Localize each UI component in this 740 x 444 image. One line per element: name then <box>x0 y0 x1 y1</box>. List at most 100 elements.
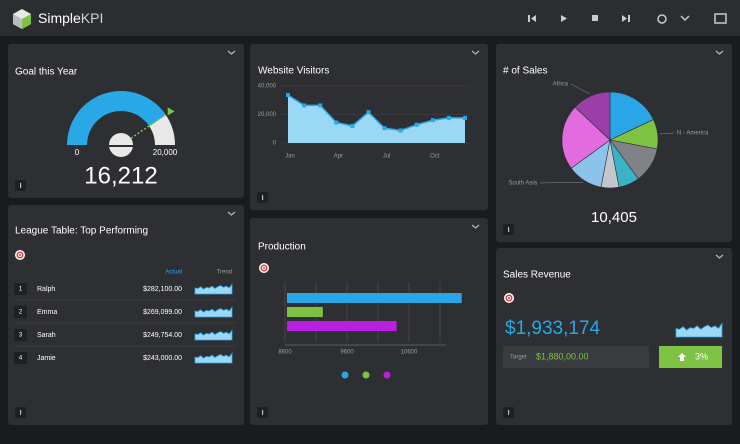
y-tick-label: 20,000 <box>258 112 277 118</box>
panel <box>8 205 244 425</box>
prev-button[interactable] <box>528 15 536 22</box>
column-header: Trend <box>217 270 232 276</box>
info-button[interactable] <box>15 407 26 418</box>
slice-label: South Asia <box>508 181 537 187</box>
sparkline <box>194 329 233 341</box>
sales-total: 10,405 <box>591 209 637 226</box>
fullscreen-button[interactable] <box>714 13 727 24</box>
point <box>414 122 419 127</box>
leader-line <box>570 83 591 95</box>
leader-line <box>539 181 584 184</box>
menu-button[interactable] <box>680 15 690 22</box>
next-button[interactable] <box>622 15 630 22</box>
line <box>287 94 465 132</box>
collapse-button[interactable] <box>471 224 480 229</box>
name: Ralph <box>37 286 55 293</box>
bar <box>287 321 397 331</box>
gauge-value: 16,212 <box>84 162 157 189</box>
info-button[interactable] <box>257 407 268 418</box>
ring <box>19 254 21 256</box>
target-icon <box>259 263 269 273</box>
bar <box>287 293 462 303</box>
info-glyph <box>20 183 22 188</box>
point <box>463 115 467 120</box>
info-button[interactable] <box>503 407 514 418</box>
brand-suffix: KPI <box>81 10 104 26</box>
change-value: 3% <box>695 351 708 361</box>
collapse-button[interactable] <box>227 50 236 55</box>
refresh-button[interactable] <box>657 14 667 24</box>
revenue-value: $1,933,174 <box>505 318 601 339</box>
slice-label: N - America <box>677 131 709 137</box>
collapse-button[interactable] <box>715 50 724 55</box>
change-badge <box>659 346 722 368</box>
up-arrow <box>678 353 686 361</box>
gauge-marker <box>167 107 175 116</box>
panel-title: League Table: Top Performing <box>15 226 148 237</box>
x-tick-label: Jul <box>383 154 391 160</box>
panel-title: # of Sales <box>503 66 547 77</box>
x-tick-label: Jan <box>285 154 295 160</box>
panel <box>496 248 732 425</box>
rank: 2 <box>19 310 23 316</box>
rank-box <box>14 283 27 295</box>
sparkline <box>194 352 233 364</box>
name: Jamie <box>37 355 56 362</box>
point <box>398 128 403 133</box>
play-button[interactable] <box>561 15 567 22</box>
rank-box <box>14 329 27 341</box>
info-glyph <box>262 195 264 200</box>
logo <box>13 9 31 29</box>
stop-button[interactable] <box>592 15 598 21</box>
amount: $282,100.00 <box>143 286 182 293</box>
info-glyph <box>508 227 510 232</box>
point <box>334 120 339 125</box>
x-tick-label: 10600 <box>401 350 418 356</box>
pie-slice <box>574 91 611 141</box>
x-tick-label: 8600 <box>278 350 292 356</box>
gauge-max: 20,000 <box>153 148 178 157</box>
ring <box>263 267 265 269</box>
rank: 1 <box>19 287 23 293</box>
info-button[interactable] <box>257 192 268 203</box>
leader-line <box>659 132 675 134</box>
point <box>382 126 387 131</box>
area <box>288 95 465 143</box>
info-glyph <box>508 410 510 415</box>
info-button[interactable] <box>503 224 514 235</box>
panel <box>8 44 244 198</box>
pie-slice <box>609 91 654 141</box>
point <box>286 93 290 98</box>
y-tick-label: 0 <box>273 141 277 147</box>
top-bar <box>0 0 740 36</box>
target-value: $1,880,00.00 <box>536 351 589 361</box>
bar <box>287 307 323 317</box>
x-tick-label: Oct <box>430 154 440 160</box>
gauge-min: 0 <box>75 148 80 157</box>
target-icon <box>15 250 25 260</box>
rank-box <box>14 306 27 318</box>
rank: 3 <box>19 333 23 339</box>
info-button[interactable] <box>15 180 26 191</box>
legend-dot <box>383 371 391 379</box>
point <box>350 123 355 128</box>
target-box <box>503 346 649 368</box>
info-glyph <box>20 410 22 415</box>
amount: $269,099.00 <box>143 309 182 316</box>
rank-box <box>14 352 27 364</box>
point <box>446 115 451 120</box>
column-header: Actual <box>165 270 182 276</box>
collapse-button[interactable] <box>471 50 480 55</box>
name: Emma <box>37 309 57 316</box>
point <box>430 118 435 123</box>
brand: SimpleKPI <box>38 10 103 26</box>
gauge-base <box>60 145 182 147</box>
collapse-button[interactable] <box>227 211 236 216</box>
point <box>302 103 307 108</box>
sparkline <box>194 283 233 295</box>
collapse-button[interactable] <box>715 254 724 259</box>
name: Sarah <box>37 332 56 339</box>
x-tick-label: Apr <box>334 154 343 160</box>
sparkline <box>675 322 723 338</box>
